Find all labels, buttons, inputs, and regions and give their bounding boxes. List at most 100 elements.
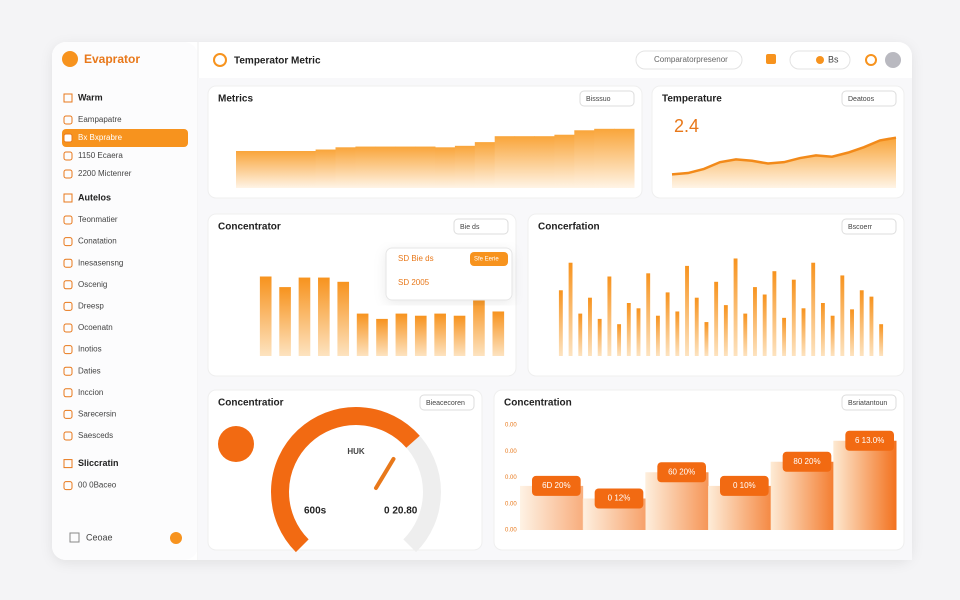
panel-dropdown[interactable]: [453, 218, 509, 235]
step-label-bg: [782, 451, 832, 472]
bar: [395, 146, 416, 188]
brand-logo: [62, 51, 78, 67]
bar: [733, 258, 738, 356]
nav-icon: [63, 237, 73, 247]
bar: [743, 313, 748, 356]
step-label: 6 13.0%: [855, 436, 884, 445]
panel-dropdown-label: Bscoerr: [848, 224, 873, 231]
nav-item[interactable]: 2200 Mictenrer: [78, 169, 132, 178]
gauge-readout: 600s: [304, 506, 327, 517]
step-label: 0 10%: [733, 481, 756, 490]
tooltip-row: SD 2005: [398, 278, 430, 287]
nav-item[interactable]: Bx Bxprabre: [78, 133, 123, 142]
nav-icon: [63, 280, 73, 290]
section-icon: [63, 193, 73, 203]
nav-item[interactable]: Teonmatier: [78, 215, 118, 224]
bar: [554, 134, 575, 188]
panel-title: Concentration: [504, 398, 572, 409]
bar: [588, 297, 592, 356]
bar: [850, 309, 854, 356]
bar: [762, 294, 767, 356]
bar: [782, 317, 787, 356]
nav-item[interactable]: Inccion: [78, 388, 103, 397]
panel-title: Concentratior: [218, 398, 284, 409]
nav-icon: [63, 366, 73, 376]
step-label-bg: [720, 475, 769, 496]
tooltip-button[interactable]: [470, 252, 508, 266]
step-bar: [833, 440, 897, 530]
bar: [685, 265, 689, 356]
nav-icon: [63, 388, 73, 398]
bar: [574, 130, 595, 188]
bar: [298, 277, 311, 356]
gauge-needle: [374, 456, 396, 490]
nav-icon: [63, 323, 73, 333]
panel-dropdown[interactable]: [419, 394, 475, 411]
nav-item[interactable]: Saesceds: [78, 431, 113, 440]
bar: [594, 128, 615, 188]
bar: [578, 313, 583, 356]
header-title: Temperator Metric: [234, 56, 321, 67]
panel-dropdown[interactable]: [841, 218, 897, 235]
axis-label: 0.00: [505, 423, 517, 429]
bar: [607, 276, 612, 356]
bar: [255, 151, 277, 188]
search-placeholder: Comparatorpresenor: [654, 55, 728, 64]
step-label: 80 20%: [793, 457, 820, 466]
panel-dropdown-label: Deatoos: [848, 96, 875, 103]
nav-item[interactable]: Dreesp: [78, 302, 104, 311]
nav-icon: [63, 481, 73, 491]
panel-dropdown[interactable]: [579, 90, 635, 107]
bar: [275, 151, 297, 188]
header-button-label: Bs: [828, 54, 839, 64]
section-title: Autelos: [78, 192, 111, 202]
bar: [337, 281, 350, 356]
brand: Evaprator: [84, 52, 140, 66]
nav-item[interactable]: Daties: [78, 366, 101, 375]
step-label-bg: [594, 488, 644, 509]
panel-title: Metrics: [218, 94, 253, 105]
bar: [355, 146, 376, 188]
axis-label: 0.00: [505, 475, 517, 481]
panel-dropdown[interactable]: [841, 394, 897, 411]
nav-item[interactable]: Sarecersin: [78, 410, 116, 419]
nav-item[interactable]: Conatation: [78, 237, 117, 246]
search-box[interactable]: [635, 50, 743, 70]
settings-icon[interactable]: [865, 54, 877, 66]
step-label: 6D 20%: [542, 481, 570, 490]
nav-icon: [63, 133, 73, 143]
bar: [414, 315, 427, 356]
nav-item[interactable]: Inotios: [78, 345, 102, 354]
header-icon: [213, 53, 227, 67]
tooltip-button-label: Sfe Eerie: [474, 257, 499, 263]
section-title: Warm: [78, 92, 103, 102]
nav-item[interactable]: Oscenig: [78, 280, 107, 289]
panel-dropdown-label: Bie ds: [460, 224, 480, 231]
avatar[interactable]: [885, 52, 901, 68]
nav-item[interactable]: Ocoenatn: [78, 323, 113, 332]
nav-item[interactable]: 00 0Baceo: [78, 481, 117, 490]
sidebar: [52, 42, 198, 560]
bar: [514, 136, 535, 188]
footer-icon[interactable]: [69, 532, 80, 543]
nav-item[interactable]: 1150 Ecaera: [78, 151, 123, 160]
bar: [259, 276, 272, 356]
gauge-center: HUK: [347, 447, 365, 456]
bar: [335, 147, 356, 188]
bar: [801, 308, 806, 356]
nav-icon: [63, 431, 73, 441]
axis-label: 0.00: [505, 501, 517, 507]
footer-action[interactable]: [170, 532, 182, 544]
panel-dropdown[interactable]: [841, 90, 897, 107]
notif-icon[interactable]: [766, 54, 776, 64]
nav-item[interactable]: Inesasensng: [78, 258, 123, 267]
bar: [474, 142, 496, 188]
nav-item-active[interactable]: [62, 129, 188, 147]
bar: [772, 271, 777, 356]
panel-title: Temperature: [662, 94, 722, 105]
bar: [714, 281, 719, 356]
nav-icon: [63, 151, 73, 161]
nav-item[interactable]: Eampapatre: [78, 115, 122, 124]
bar: [376, 318, 388, 356]
bar: [859, 290, 864, 356]
